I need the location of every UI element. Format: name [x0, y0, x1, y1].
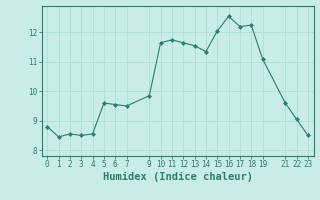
X-axis label: Humidex (Indice chaleur): Humidex (Indice chaleur): [103, 172, 252, 182]
